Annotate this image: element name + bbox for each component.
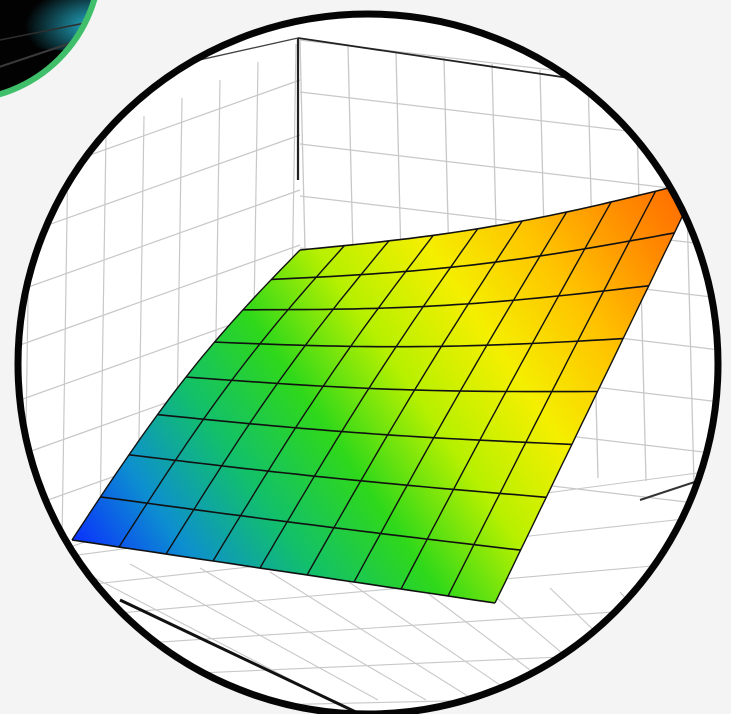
grid-line xyxy=(39,559,718,621)
corner-badge-icon xyxy=(0,0,100,98)
magnifier-lens-icon xyxy=(14,10,722,714)
mesh-line xyxy=(165,240,390,555)
mesh-line xyxy=(306,220,523,576)
axis-line xyxy=(119,598,361,714)
mesh-line xyxy=(128,454,547,499)
mesh-line xyxy=(185,376,598,393)
mesh-line xyxy=(353,211,568,583)
mesh-line xyxy=(212,234,434,562)
lens-border xyxy=(14,10,722,714)
grid-line xyxy=(339,575,523,701)
mesh-line xyxy=(243,285,649,311)
grid-line xyxy=(19,134,301,236)
grid-line xyxy=(137,115,145,501)
mesh-line xyxy=(400,201,612,590)
mesh-line xyxy=(214,337,624,348)
mesh-line xyxy=(447,190,657,597)
mesh-line xyxy=(118,245,345,548)
grid-line xyxy=(199,567,427,701)
mesh-line xyxy=(71,249,301,541)
mesh-line xyxy=(494,179,701,604)
grid-line xyxy=(689,595,718,701)
mesh-line xyxy=(71,539,496,604)
grid-line xyxy=(129,563,379,701)
response-surface-icon xyxy=(71,179,701,604)
mesh-line xyxy=(271,232,675,281)
mesh-line xyxy=(157,413,572,446)
grid-line xyxy=(619,591,715,701)
grid-line xyxy=(299,143,718,195)
grid-line xyxy=(19,189,301,291)
grid-line xyxy=(61,151,69,541)
grid-line xyxy=(269,571,475,701)
grid-line xyxy=(99,133,107,521)
mesh-line xyxy=(299,179,701,251)
mesh-line xyxy=(100,496,521,551)
grid-line xyxy=(19,244,301,346)
mesh-line xyxy=(259,228,479,569)
